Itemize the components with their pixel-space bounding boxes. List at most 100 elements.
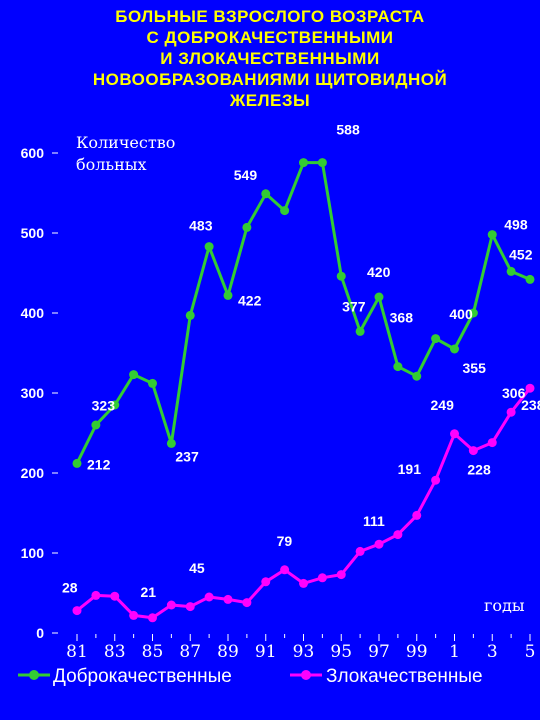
y-tick-label: 100 (21, 545, 45, 561)
data-point (223, 290, 233, 300)
data-point (261, 189, 271, 199)
data-label: 549 (234, 167, 258, 183)
data-point (280, 206, 290, 216)
legend-benign-label: Доброкачественные (53, 666, 232, 687)
data-point (487, 230, 497, 240)
x-tick-label: 81 (66, 642, 88, 662)
data-label: 377 (342, 298, 366, 314)
x-tick-label: 97 (368, 642, 390, 662)
y-axis-label-line: Количество (76, 133, 175, 152)
data-point (393, 530, 403, 540)
data-point (374, 292, 384, 302)
data-point (148, 613, 157, 623)
legend-benign-marker (29, 670, 39, 680)
title-line: НОВООБРАЗОВАНИЯМИ ЩИТОВИДНОЙ (92, 70, 448, 89)
series-layer: 212 323 237 483 422 549 588 377 420 368 355 400 498 4… (62, 122, 540, 623)
data-label: 21 (141, 584, 157, 600)
x-tick-label: 95 (330, 642, 352, 662)
data-label: 323 (92, 398, 116, 414)
series-1: 28 21 45 79 111 191 249 228 238306 (62, 383, 540, 623)
data-label: 452 (509, 246, 533, 262)
title-line: И ЗЛОКАЧЕСТВЕННЫМИ (160, 49, 380, 68)
data-point (261, 577, 271, 587)
data-point (185, 310, 195, 320)
data-point (166, 600, 176, 610)
data-point (525, 383, 535, 393)
y-tick-label: 200 (21, 465, 45, 481)
x-tick-label: 5 (525, 642, 536, 662)
data-point (110, 400, 120, 410)
data-point (450, 344, 459, 354)
data-point (204, 242, 214, 252)
data-label: 237 (175, 448, 199, 464)
legend: Доброкачественные Злокачественные (18, 666, 483, 687)
data-label: 228 (467, 462, 491, 478)
data-label: 588 (336, 122, 360, 138)
x-tick-label: 89 (217, 642, 239, 662)
x-tick-label: 93 (293, 642, 315, 662)
data-point (129, 610, 139, 620)
data-point (468, 446, 478, 456)
data-label: 306 (502, 385, 526, 401)
data-label: 212 (87, 456, 111, 472)
data-point (129, 370, 139, 380)
data-label: 238 (521, 397, 540, 413)
y-axis-label: Количество больных (76, 133, 175, 174)
data-point (431, 334, 441, 344)
data-point (374, 539, 384, 549)
legend-malignant-label: Злокачественные (326, 666, 483, 687)
data-point (223, 594, 233, 604)
x-tick-label: 87 (179, 642, 201, 662)
title-line: БОЛЬНЫЕ ВЗРОСЛОГО ВОЗРАСТА (115, 7, 425, 26)
data-point (506, 266, 516, 276)
data-point (317, 573, 327, 583)
data-point (412, 510, 422, 520)
data-label: 368 (390, 310, 414, 326)
x-tick-label: 91 (255, 642, 277, 662)
x-axis-label: годы (484, 596, 525, 615)
y-tick-label: 600 (21, 145, 45, 161)
data-label: 355 (463, 360, 487, 376)
title-line: ЖЕЛЕЗЫ (229, 91, 311, 110)
data-point (72, 606, 82, 616)
data-label: 28 (62, 580, 78, 596)
data-label: 249 (431, 397, 455, 413)
data-point (525, 274, 535, 284)
data-point (204, 592, 214, 602)
data-point (317, 158, 327, 168)
y-tick-label: 0 (36, 625, 44, 641)
data-point (355, 326, 365, 336)
data-label: 422 (238, 292, 262, 308)
data-point (242, 598, 252, 608)
x-tick-label: 83 (104, 642, 126, 662)
data-point (336, 271, 346, 281)
data-point (299, 578, 308, 588)
data-point (506, 407, 516, 417)
data-label: 420 (367, 264, 391, 280)
data-point (185, 602, 195, 612)
data-label: 111 (363, 513, 385, 529)
data-point (393, 362, 403, 372)
y-axis-label-line: больных (76, 155, 147, 174)
y-tick-label: 300 (21, 385, 45, 401)
data-point (431, 475, 441, 485)
data-label: 483 (189, 218, 213, 234)
data-label: 400 (449, 306, 473, 322)
data-point (91, 420, 101, 430)
y-tick-label: 500 (21, 225, 45, 241)
legend-malignant-marker (301, 670, 311, 680)
data-point (110, 591, 120, 601)
data-label: 191 (398, 461, 422, 477)
axes: 0 100 200 300 400 500 600 81 83 85 87 89 91 93 95 97 99 1… (21, 145, 536, 662)
data-point (299, 158, 308, 168)
data-point (355, 546, 365, 556)
chart-title: БОЛЬНЫЕ ВЗРОСЛОГО ВОЗРАСТА С ДОБРОКАЧЕСТ… (0, 6, 540, 111)
data-point (166, 438, 176, 448)
data-label: 498 (504, 217, 528, 233)
data-point (280, 565, 290, 575)
data-label: 79 (277, 533, 293, 549)
x-tick-label: 3 (487, 642, 498, 662)
data-point (91, 590, 101, 600)
data-point (148, 378, 157, 388)
